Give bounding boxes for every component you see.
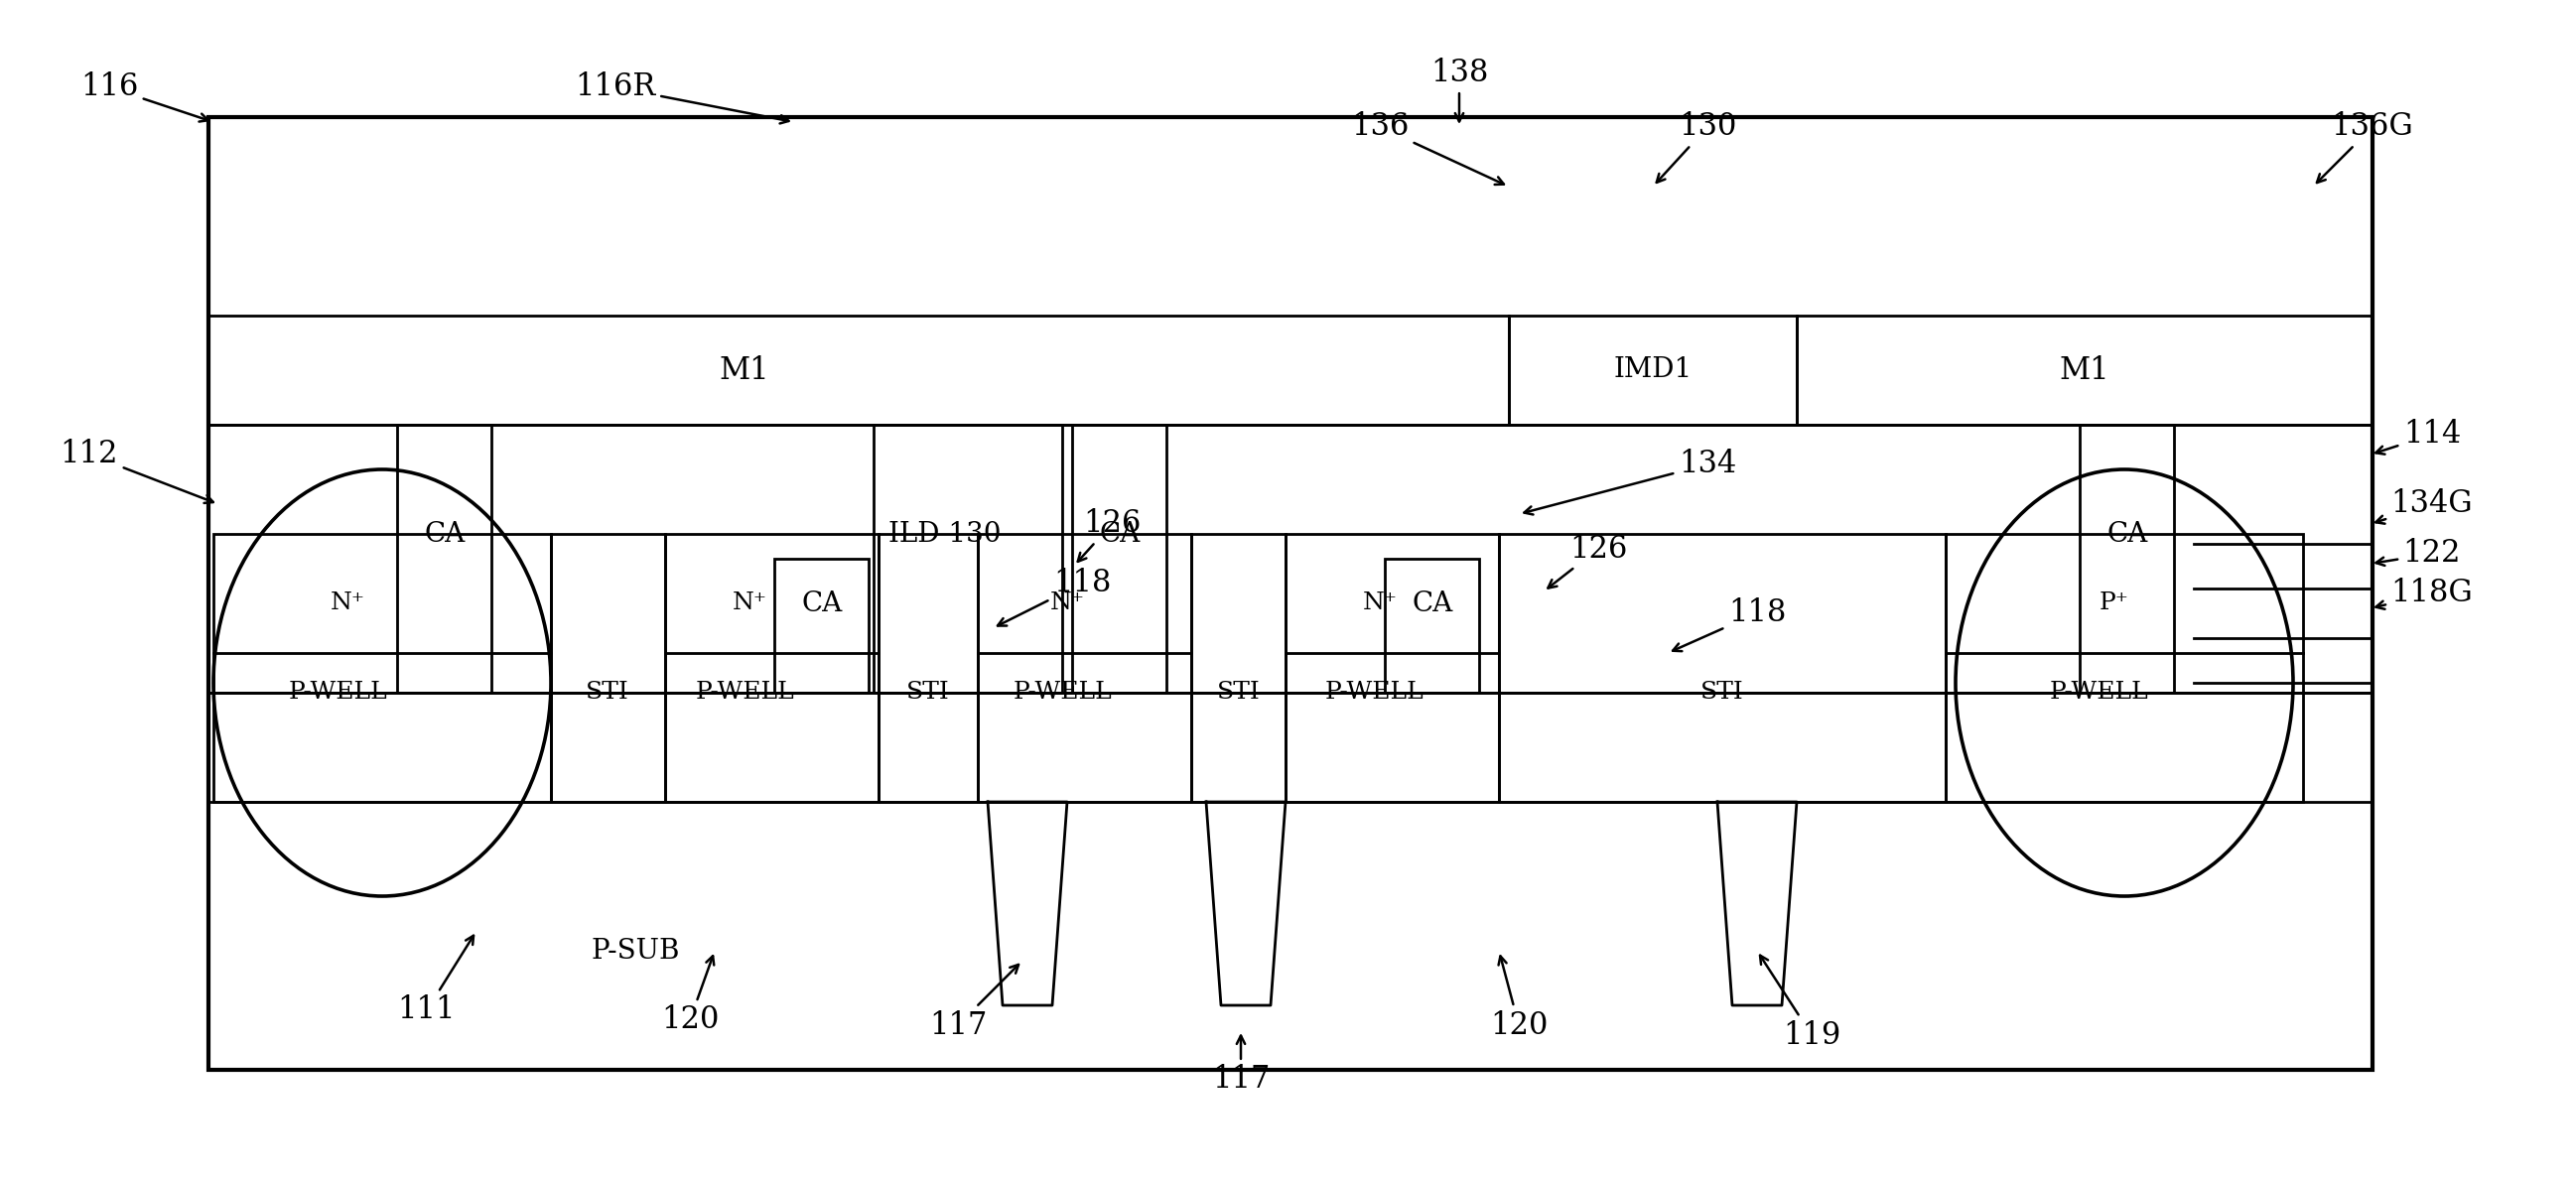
- Bar: [979, 534, 1190, 802]
- Text: 117: 117: [1211, 1035, 1270, 1095]
- Text: 118G: 118G: [2375, 578, 2473, 610]
- Bar: [209, 117, 2372, 1069]
- Text: 118: 118: [1672, 598, 1785, 651]
- Bar: [2079, 424, 2174, 693]
- Text: 134: 134: [1525, 449, 1736, 514]
- Text: 120: 120: [662, 956, 719, 1035]
- Text: M1: M1: [2058, 355, 2110, 386]
- Bar: [775, 559, 868, 693]
- Bar: [1795, 316, 2372, 424]
- Text: ILD 130: ILD 130: [889, 520, 1002, 547]
- Text: P-WELL: P-WELL: [289, 681, 386, 704]
- Text: M1: M1: [719, 355, 770, 386]
- Text: STI: STI: [907, 681, 951, 704]
- Bar: [1285, 534, 1499, 802]
- Text: 118: 118: [997, 568, 1110, 626]
- Bar: [397, 424, 492, 693]
- Text: N⁺: N⁺: [1363, 592, 1396, 614]
- Text: 119: 119: [1759, 955, 1839, 1050]
- Text: CA: CA: [2107, 520, 2148, 547]
- Text: 138: 138: [1430, 57, 1489, 121]
- Text: N⁺: N⁺: [732, 592, 768, 614]
- Text: 112: 112: [59, 439, 214, 503]
- Text: 126: 126: [1077, 508, 1141, 561]
- Text: CA: CA: [425, 520, 466, 547]
- Bar: [1510, 316, 1795, 424]
- Text: STI: STI: [585, 681, 629, 704]
- Bar: [214, 534, 551, 802]
- Text: CA: CA: [1412, 590, 1453, 617]
- Text: 126: 126: [1548, 533, 1628, 588]
- Text: 136G: 136G: [2316, 112, 2414, 183]
- Text: IMD1: IMD1: [1613, 357, 1692, 383]
- Bar: [1945, 534, 2303, 802]
- Text: CA: CA: [1100, 520, 1141, 547]
- Bar: [878, 534, 979, 802]
- Text: 114: 114: [2375, 420, 2460, 454]
- Text: 130: 130: [1656, 112, 1736, 183]
- Text: CA: CA: [801, 590, 842, 617]
- Bar: [1190, 534, 1285, 802]
- Text: P-WELL: P-WELL: [1324, 681, 1425, 704]
- Text: P-SUB: P-SUB: [590, 937, 680, 964]
- Text: P-WELL: P-WELL: [696, 681, 793, 704]
- Bar: [551, 534, 665, 802]
- Bar: [665, 534, 878, 802]
- Text: P⁺: P⁺: [2099, 592, 2130, 614]
- Bar: [1499, 534, 1945, 802]
- Text: 116: 116: [80, 72, 209, 121]
- Text: P-WELL: P-WELL: [1012, 681, 1113, 704]
- Text: 116R: 116R: [574, 72, 788, 124]
- Text: N⁺: N⁺: [330, 592, 366, 614]
- Text: 122: 122: [2375, 539, 2460, 569]
- Bar: [209, 693, 2372, 1069]
- Bar: [209, 316, 1510, 424]
- Bar: [1386, 559, 1479, 693]
- Text: STI: STI: [1216, 681, 1260, 704]
- Bar: [209, 424, 2372, 693]
- Text: P-WELL: P-WELL: [2050, 681, 2148, 704]
- Text: N⁺: N⁺: [1051, 592, 1084, 614]
- Text: 136: 136: [1350, 112, 1504, 185]
- Bar: [873, 424, 1061, 693]
- Text: 111: 111: [397, 936, 474, 1026]
- Text: 134G: 134G: [2375, 489, 2473, 523]
- Bar: [1072, 424, 1167, 693]
- Text: STI: STI: [1700, 681, 1744, 704]
- Text: 117: 117: [930, 964, 1018, 1041]
- Text: 120: 120: [1489, 956, 1548, 1041]
